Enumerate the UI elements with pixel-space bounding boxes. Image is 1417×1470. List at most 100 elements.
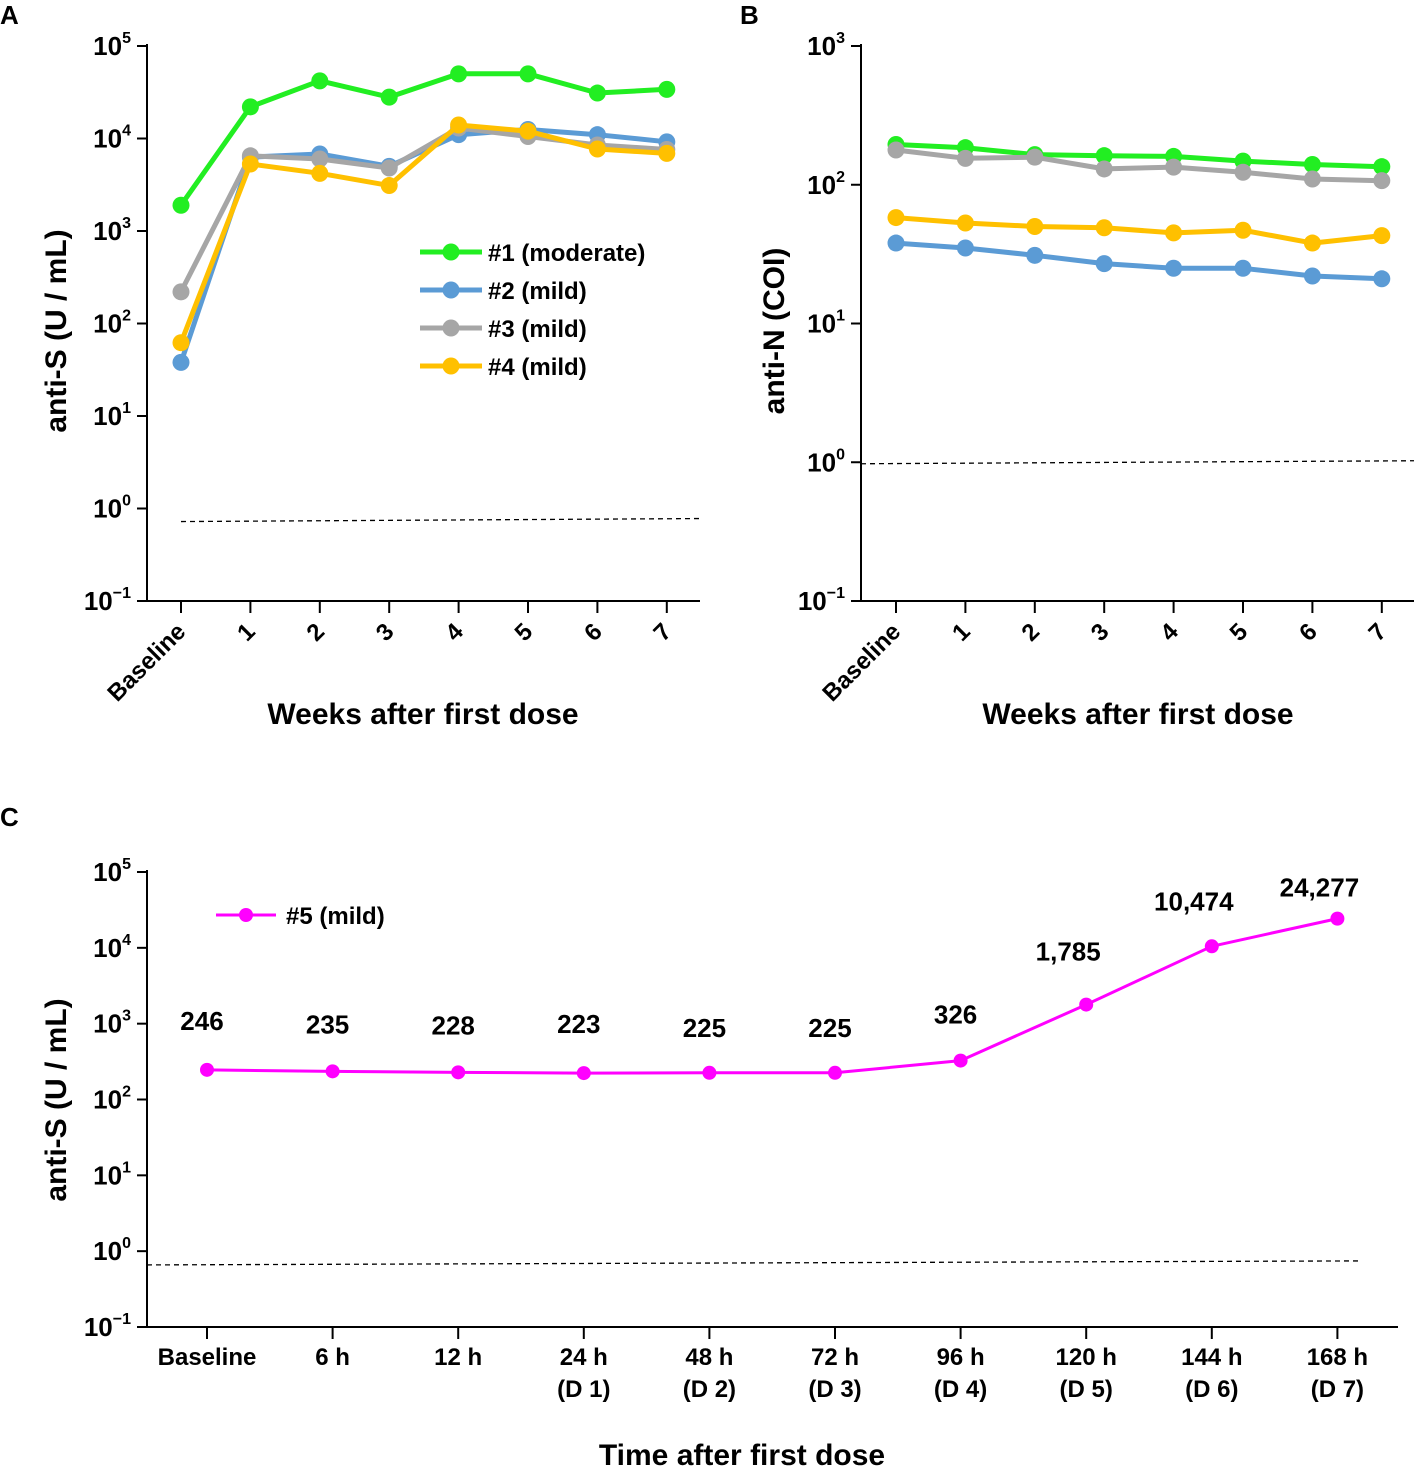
data-point — [172, 334, 190, 352]
y-tick-label: 103 — [807, 30, 845, 61]
reference-dashed-line — [146, 1260, 1359, 1266]
y-tick-label: 102 — [93, 308, 131, 339]
data-point — [1303, 170, 1321, 188]
y-tick-label: 10−1 — [84, 585, 131, 616]
data-point — [1373, 172, 1391, 190]
data-point — [241, 98, 259, 116]
data-point — [1330, 911, 1345, 926]
x-tick-label: Baseline — [158, 1344, 257, 1371]
legend-label: #4 (mild) — [488, 354, 587, 381]
x-tick-sublabel: (D 1) — [557, 1376, 610, 1403]
x-tick-label: 24 h — [560, 1344, 608, 1371]
data-point — [1026, 218, 1044, 236]
data-value-label: 228 — [432, 1010, 475, 1040]
panel-c: C 10−1 100 101 102 103 104 105 Baseline 6 h 12 h 24… — [0, 802, 1398, 1470]
y-tick-label: 103 — [93, 1008, 131, 1039]
legend-marker — [239, 908, 253, 922]
data-point — [828, 1065, 842, 1080]
series-line — [178, 71, 670, 208]
y-tick-label: 100 — [93, 1235, 131, 1266]
reference-dashed-line — [180, 517, 700, 523]
data-point — [1234, 221, 1252, 239]
data-point — [1303, 155, 1321, 173]
data-value-label: 246 — [180, 1006, 223, 1036]
data-value-label: 1,785 — [1036, 937, 1101, 967]
series-4-mild — [887, 209, 1391, 252]
y-axis-title: anti-S (U / mL) — [40, 998, 73, 1201]
data-point — [1165, 224, 1183, 242]
x-tick-label: 2 — [302, 618, 331, 647]
data-point — [1204, 939, 1219, 954]
y-tick-label: 104 — [93, 123, 131, 154]
data-point — [519, 65, 537, 83]
y-tick-label: 10−1 — [84, 1311, 131, 1342]
y-tick-label: 101 — [807, 308, 845, 339]
x-tick-sublabel: (D 4) — [934, 1376, 987, 1403]
data-point — [172, 283, 190, 301]
data-point — [887, 209, 905, 227]
data-value-label: 24,277 — [1280, 873, 1360, 903]
data-point — [576, 1066, 591, 1081]
data-point — [172, 353, 190, 371]
x-tick-label: 3 — [371, 618, 400, 647]
x-tick-label: Baseline — [817, 618, 906, 707]
x-tick-label: 1 — [232, 618, 261, 647]
x-tick-sublabel: (D 7) — [1311, 1376, 1364, 1403]
x-tick-label: 5 — [1225, 618, 1254, 647]
x-tick-label: 5 — [510, 618, 539, 647]
x-tick-label: 12 h — [434, 1344, 482, 1371]
data-value-label: 225 — [808, 1013, 851, 1043]
y-tick-label: 101 — [93, 1159, 131, 1190]
data-point — [1234, 259, 1252, 277]
x-tick-label: 48 h — [685, 1344, 733, 1371]
data-point — [1373, 227, 1391, 245]
series-3-mild — [887, 141, 1391, 190]
data-point — [658, 144, 676, 162]
reference-dashed-line — [860, 460, 1415, 465]
data-point — [1303, 267, 1321, 285]
legend-label: #5 (mild) — [286, 903, 385, 930]
data-value-label: 225 — [683, 1013, 726, 1043]
data-point — [1026, 148, 1044, 166]
data-point — [311, 150, 329, 168]
x-axis-title: Time after first dose — [599, 1439, 885, 1470]
legend-label: #1 (moderate) — [488, 240, 645, 267]
x-tick-label: 7 — [649, 618, 678, 647]
data-value-label: 223 — [557, 1009, 600, 1039]
x-tick-sublabel: (D 6) — [1185, 1376, 1238, 1403]
data-point — [956, 214, 974, 232]
panel-letter: A — [0, 0, 19, 30]
data-point — [380, 177, 398, 195]
legend-marker — [442, 357, 460, 375]
data-value-label: 326 — [934, 1000, 977, 1030]
y-tick-label: 100 — [807, 446, 845, 477]
panel-letter: C — [0, 802, 19, 832]
y-tick-label: 105 — [93, 30, 131, 61]
data-point — [956, 239, 974, 257]
x-tick-label: 2 — [1017, 618, 1046, 647]
data-point — [311, 164, 329, 182]
x-tick-label: 72 h — [811, 1344, 859, 1371]
y-tick-label: 104 — [93, 932, 131, 963]
legend-label: #2 (mild) — [488, 278, 587, 305]
x-tick-label: Baseline — [102, 618, 191, 707]
series-4-mild — [172, 116, 676, 352]
x-axis-title: Weeks after first dose — [267, 698, 578, 731]
x-tick-label: 3 — [1086, 618, 1115, 647]
legend: #1 (moderate) #2 (mild) #3 (mild) #4 (mild) — [420, 240, 645, 381]
x-tick-label: 168 h — [1307, 1344, 1368, 1371]
data-point — [588, 84, 606, 102]
data-point — [1234, 163, 1252, 181]
data-point — [658, 80, 676, 98]
series-1-moderate — [172, 65, 676, 214]
data-point — [325, 1064, 340, 1079]
legend-marker — [442, 243, 460, 261]
data-point — [1095, 160, 1113, 178]
data-value-label: 235 — [306, 1009, 349, 1039]
x-tick-label: 7 — [1364, 618, 1393, 647]
data-point — [451, 1065, 466, 1080]
data-point — [956, 149, 974, 167]
data-point — [1373, 158, 1391, 176]
data-point — [519, 122, 537, 140]
